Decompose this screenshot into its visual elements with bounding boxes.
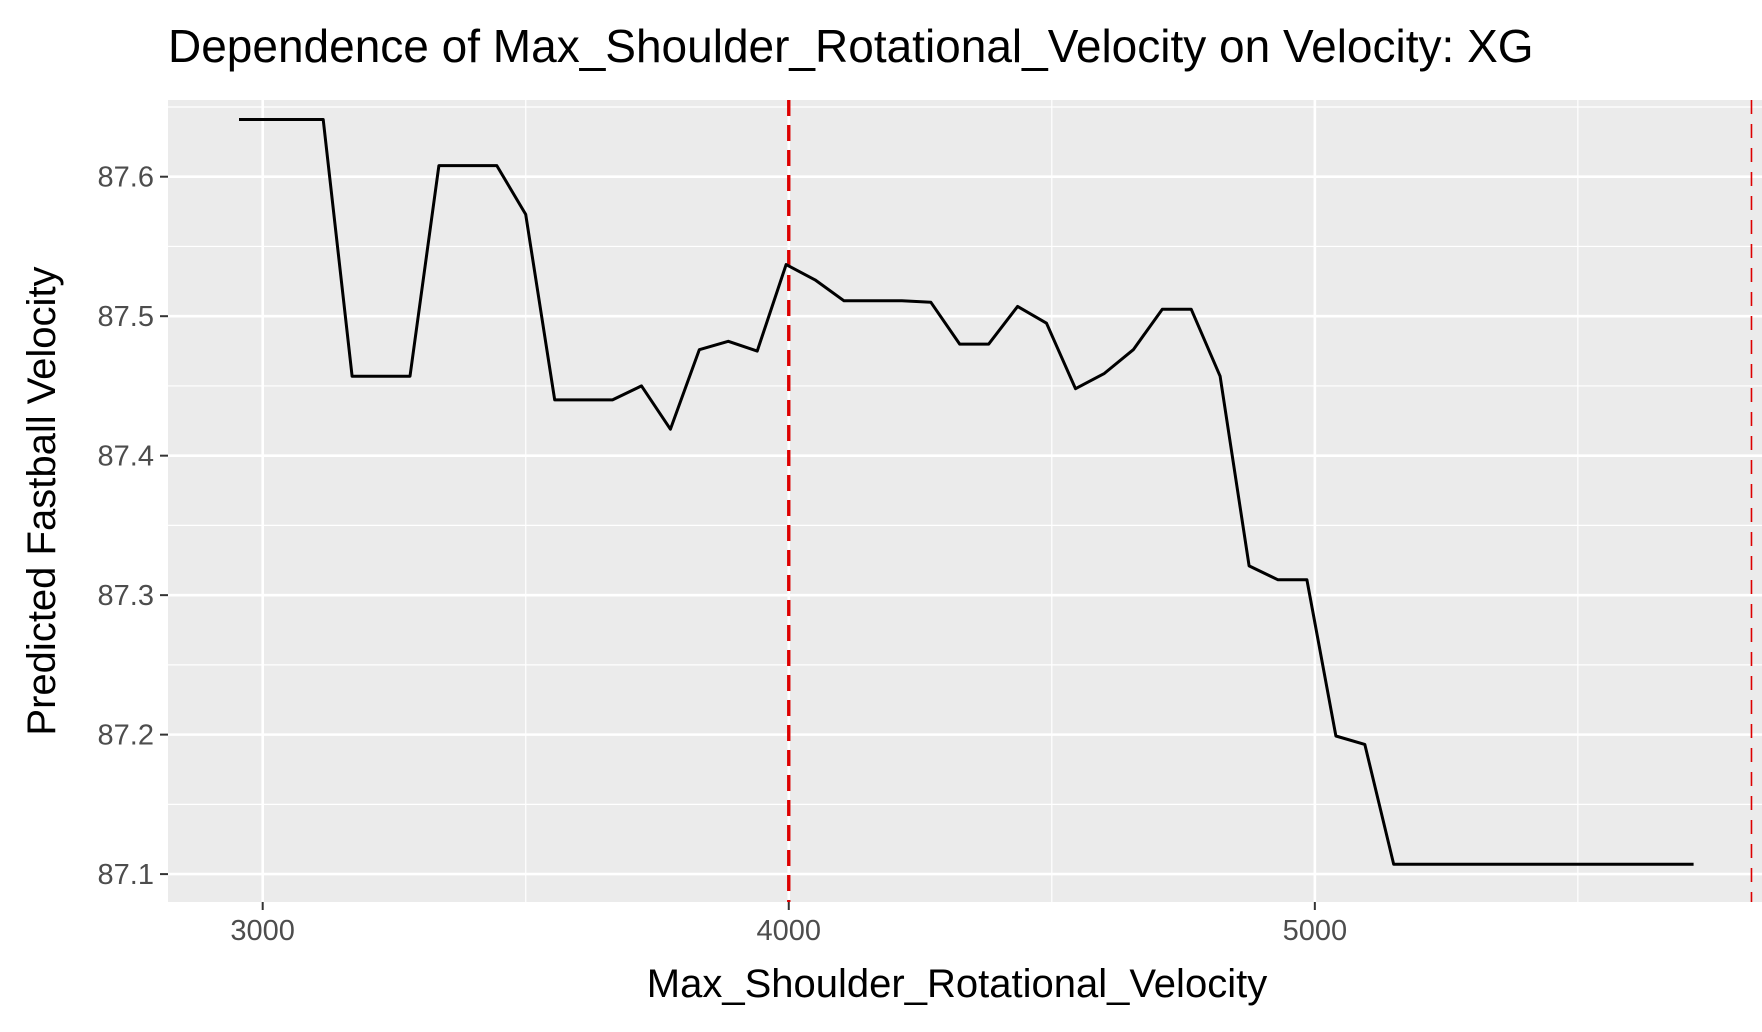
- y-tick-label: 87.5: [98, 301, 154, 333]
- y-tick-label: 87.2: [98, 720, 154, 752]
- series-group: [239, 118, 1694, 866]
- x-tick-label: 3000: [230, 915, 295, 947]
- x-axis-title: Max_Shoulder_Rotational_Velocity: [647, 962, 1267, 1006]
- y-tick-label: 87.1: [98, 859, 154, 891]
- plot-panel: [168, 100, 1762, 902]
- y-tick-label: 87.6: [98, 162, 154, 194]
- y-axis-ticks: 87.1 87.2 87.3 87.4 87.5 87.6: [98, 162, 168, 891]
- x-tick-label: 5000: [1283, 915, 1348, 947]
- y-tick-label: 87.3: [98, 580, 154, 612]
- y-axis-title: Predicted Fastball Velocity: [20, 266, 64, 735]
- x-tick-label: 4000: [757, 915, 822, 947]
- series-line: [239, 118, 1694, 866]
- chart-title: Dependence of Max_Shoulder_Rotational_Ve…: [168, 20, 1534, 72]
- reference-lines: [787, 100, 1753, 902]
- x-axis-ticks: 3000 4000 5000: [230, 902, 1347, 947]
- y-tick-label: 87.4: [98, 441, 154, 473]
